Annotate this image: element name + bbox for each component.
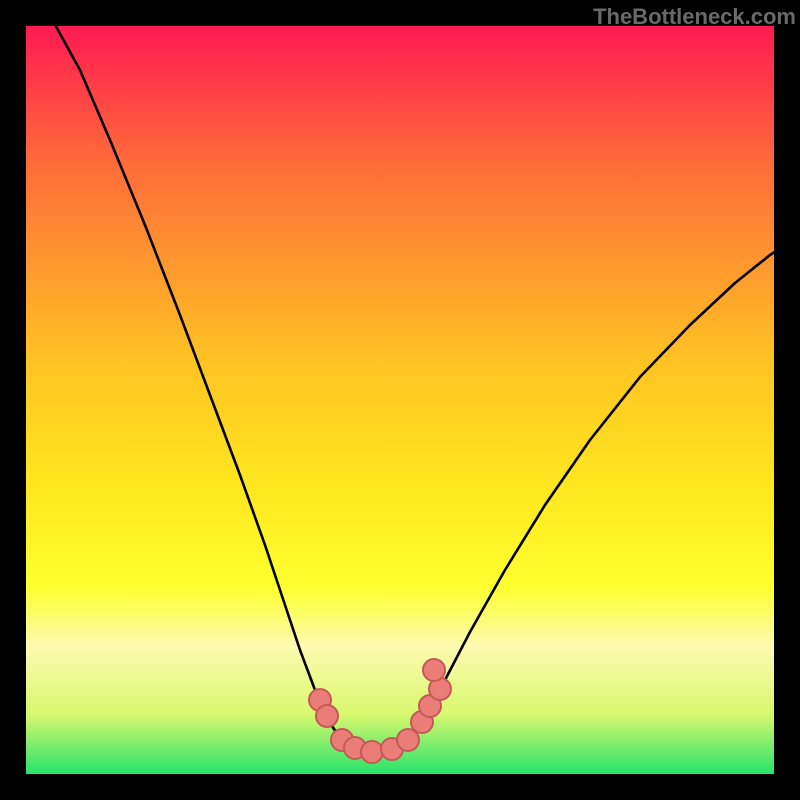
- plot-area: [26, 26, 774, 774]
- watermark-text: TheBottleneck.com: [593, 4, 796, 30]
- valley-marker: [423, 659, 445, 681]
- valley-marker: [316, 705, 338, 727]
- valley-marker: [361, 741, 383, 763]
- plot-svg: [26, 26, 774, 774]
- valley-marker: [397, 729, 419, 751]
- gradient-background: [26, 26, 774, 774]
